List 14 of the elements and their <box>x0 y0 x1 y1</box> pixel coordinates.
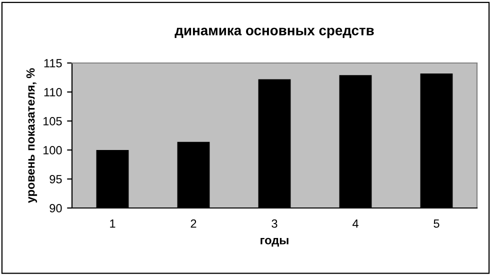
y-tick-label: 110 <box>44 88 62 96</box>
y-tick-label: 90 <box>50 204 62 212</box>
x-tick-label: 4 <box>352 220 358 228</box>
x-tick-label: 2 <box>190 219 196 228</box>
x-tick-label: 1 <box>110 220 116 228</box>
x-axis-title: годы <box>260 238 288 247</box>
chart-title: динамика основных средств <box>174 28 374 38</box>
y-tick-label: 115 <box>44 59 62 68</box>
y-axis-title: уровень показателя, % <box>26 68 38 203</box>
y-tick-label: 100 <box>43 146 62 154</box>
y-tick-label: 105 <box>43 117 62 126</box>
x-tick-label: 3 <box>272 219 278 228</box>
y-tick-label: 95 <box>50 175 62 184</box>
x-tick-label: 5 <box>434 220 440 228</box>
